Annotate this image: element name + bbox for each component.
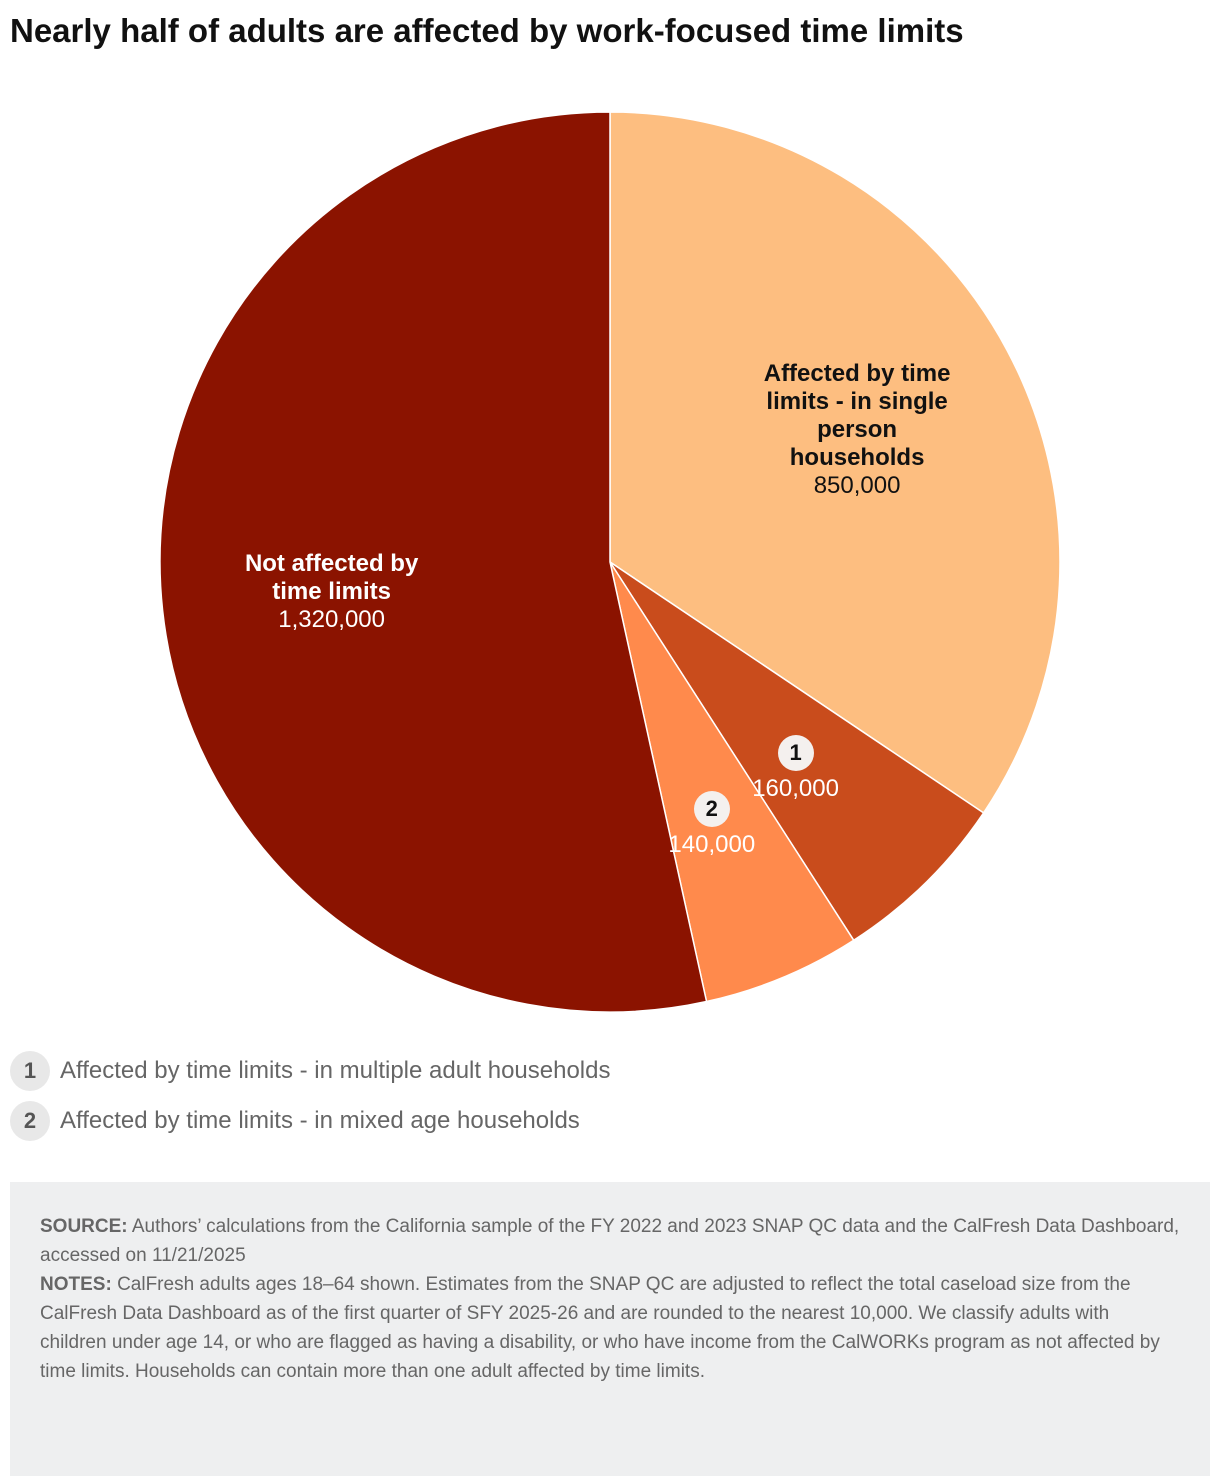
notes-label: NOTES:	[40, 1274, 112, 1295]
pie-slice	[159, 111, 708, 1013]
notes-text: CalFresh adults ages 18–64 shown. Estima…	[40, 1274, 1160, 1382]
legend-key: 2	[10, 1101, 50, 1141]
legend-label: Affected by time limits - in mixed age h…	[60, 1107, 580, 1134]
value-label: 140,000	[668, 830, 756, 858]
pie-slice	[609, 111, 1061, 814]
source: SOURCE: Authors’ calculations from the C…	[40, 1212, 1180, 1270]
slice-label: 2 140,000	[602, 790, 822, 859]
legend-label: Affected by time limits - in multiple ad…	[60, 1057, 611, 1084]
pie-slice	[609, 561, 855, 1003]
slice-name: Not affected by time limits	[244, 550, 419, 606]
value-label: 1,320,000	[278, 606, 386, 634]
source-text: Authors’ calculations from the Californi…	[40, 1216, 1180, 1266]
value-label: 160,000	[752, 775, 839, 803]
slice-key: 1	[777, 735, 814, 772]
notes: NOTES: CalFresh adults ages 18–64 shown.…	[40, 1270, 1180, 1386]
slice-label: 1 160,000	[686, 735, 906, 803]
notes-box: SOURCE: Authors’ calculations from the C…	[10, 1182, 1210, 1476]
slice-key: 2	[693, 790, 730, 827]
source-label: SOURCE:	[40, 1216, 128, 1237]
legend-item: 1 Affected by time limits - in multiple a…	[10, 1051, 611, 1091]
slice-label: Not affected by time limits 1,320,000	[222, 550, 442, 634]
pie-chart	[159, 111, 1061, 1013]
slice-name: Affected by time limits - in single pers…	[763, 360, 951, 472]
chart-title: Nearly half of adults are affected by wo…	[10, 12, 964, 49]
legend-key: 1	[10, 1051, 50, 1091]
slice-label: Affected by time limits - in single pers…	[747, 360, 967, 500]
value-label: 850,000	[813, 472, 901, 500]
legend-item: 2 Affected by time limits - in mixed age …	[10, 1101, 580, 1141]
